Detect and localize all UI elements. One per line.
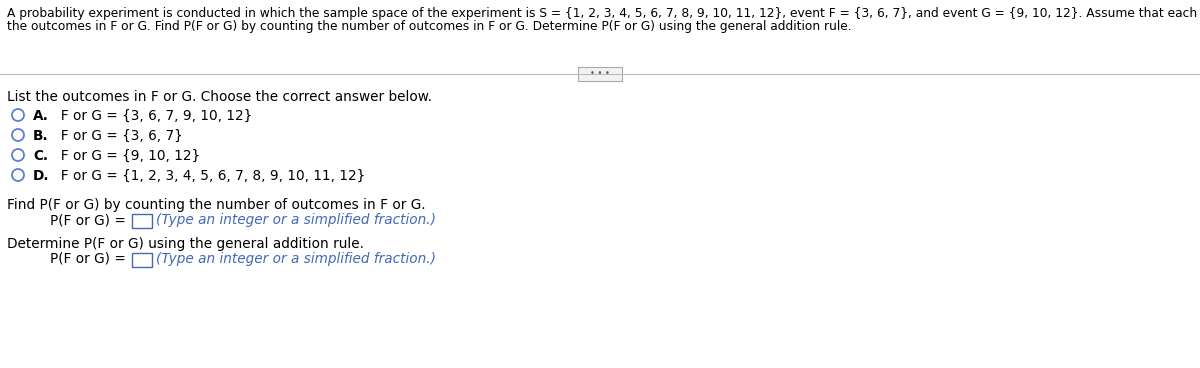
Text: P(F or G) =: P(F or G) = [50, 213, 131, 227]
Text: F or G = {3, 6, 7}: F or G = {3, 6, 7} [52, 129, 182, 143]
Text: (Type an integer or a simplified fraction.): (Type an integer or a simplified fractio… [156, 213, 436, 227]
Text: B.: B. [34, 129, 49, 143]
FancyBboxPatch shape [132, 214, 152, 228]
Text: F or G = {9, 10, 12}: F or G = {9, 10, 12} [52, 149, 200, 163]
Text: F or G = {3, 6, 7, 9, 10, 12}: F or G = {3, 6, 7, 9, 10, 12} [52, 109, 252, 123]
Text: C.: C. [34, 149, 48, 163]
Text: D.: D. [34, 169, 49, 183]
FancyBboxPatch shape [132, 253, 152, 267]
Text: (Type an integer or a simplified fraction.): (Type an integer or a simplified fractio… [156, 252, 436, 266]
Text: F or G = {1, 2, 3, 4, 5, 6, 7, 8, 9, 10, 11, 12}: F or G = {1, 2, 3, 4, 5, 6, 7, 8, 9, 10,… [52, 169, 365, 183]
Text: A probability experiment is conducted in which the sample space of the experimen: A probability experiment is conducted in… [7, 7, 1200, 20]
Text: Determine P(F or G) using the general addition rule.: Determine P(F or G) using the general ad… [7, 237, 364, 251]
Text: • • •: • • • [590, 70, 610, 78]
Text: List the outcomes in F or G. Choose the correct answer below.: List the outcomes in F or G. Choose the … [7, 90, 432, 104]
Text: Find P(F or G) by counting the number of outcomes in F or G.: Find P(F or G) by counting the number of… [7, 198, 426, 212]
Text: P(F or G) =: P(F or G) = [50, 252, 131, 266]
Text: the outcomes in F or G. Find P(F or G) by counting the number of outcomes in F o: the outcomes in F or G. Find P(F or G) b… [7, 20, 852, 33]
Text: A.: A. [34, 109, 49, 123]
